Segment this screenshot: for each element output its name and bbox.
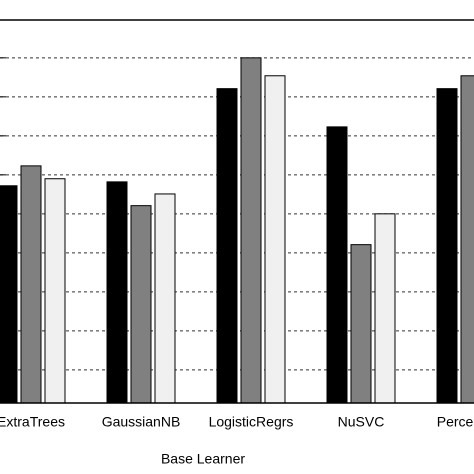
bar <box>436 88 458 404</box>
bar <box>20 165 42 404</box>
bar <box>264 75 286 404</box>
bar <box>154 193 176 404</box>
x-tick-label: NuSVC <box>338 414 385 430</box>
bar <box>240 57 262 404</box>
x-axis-label: Base Learner <box>161 451 245 467</box>
x-tick-label: LogisticRegrs <box>209 414 294 430</box>
bar <box>326 126 348 404</box>
bar <box>106 181 128 404</box>
bar <box>44 178 66 404</box>
bar <box>130 205 152 404</box>
x-tick-label: Perceptron <box>437 414 474 430</box>
x-tick-label: ExtraTrees <box>0 414 65 430</box>
bar <box>0 185 18 404</box>
bar <box>374 213 396 404</box>
bar <box>216 88 238 404</box>
bar <box>350 244 372 404</box>
bar <box>460 75 474 404</box>
x-tick-label: GaussianNB <box>102 414 181 430</box>
